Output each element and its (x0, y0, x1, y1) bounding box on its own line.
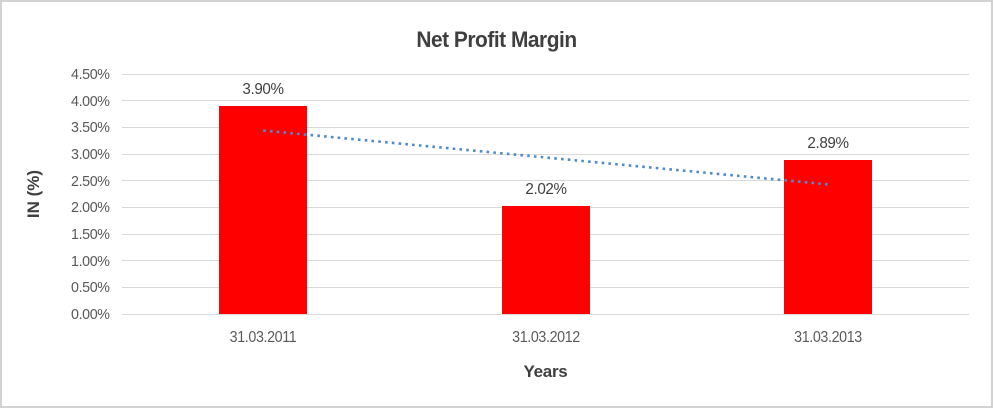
gridline (122, 126, 969, 128)
y-axis-tick-label: 2.00% (71, 199, 110, 217)
gridline (122, 153, 969, 155)
y-axis-tick-label: 4.50% (71, 66, 110, 83)
bar (501, 206, 590, 314)
gridline (122, 100, 969, 102)
y-axis-title: IN (%) (24, 169, 43, 219)
x-axis-title: Years (523, 362, 568, 381)
bar-data-label: 3.90% (242, 81, 285, 98)
bar (783, 159, 872, 314)
y-axis-tick-label: 4.00% (71, 92, 110, 110)
chart-title: Net Profit Margin (416, 27, 577, 52)
bar-data-label: 2.89% (807, 134, 849, 152)
bar (219, 106, 308, 314)
x-axis-tick-label: 31.03.2012 (511, 329, 580, 346)
y-axis-tick-label: 0.00% (71, 306, 110, 323)
y-axis-tick-label: 2.50% (71, 172, 110, 190)
y-axis-tick-label: 0.50% (71, 279, 110, 297)
x-axis-tick-label: 31.03.2011 (229, 329, 297, 346)
gridline (122, 180, 969, 182)
gridline (122, 73, 969, 75)
gridline (122, 313, 969, 315)
trendline-line (263, 129, 828, 186)
y-axis-tick-label: 3.50% (71, 119, 110, 137)
y-axis-tick-label: 3.00% (71, 146, 110, 163)
y-axis-tick-label: 1.50% (71, 226, 110, 243)
x-axis-tick-label: 31.03.2013 (793, 329, 862, 346)
bar-data-label: 2.02% (524, 181, 567, 199)
y-axis-tick-label: 1.00% (71, 252, 110, 270)
plot-area: 0.00% 0.50% 1.00% 1.50% 2.00% 2.50% 3.00% 3.50%… (71, 67, 969, 345)
